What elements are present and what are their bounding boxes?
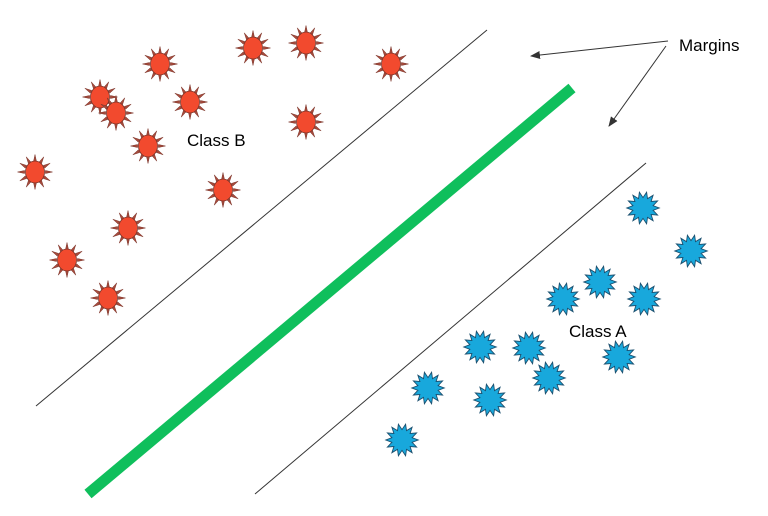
class-a-point: [472, 382, 508, 418]
lower-margin-line: [254, 162, 647, 495]
class-b-point: [110, 210, 146, 246]
class-a-label: Class A: [569, 322, 627, 341]
class-b-point: [288, 25, 324, 61]
class-b-point: [172, 84, 208, 120]
class-b-point: [235, 30, 271, 66]
class-a-point: [531, 360, 567, 396]
decision-hyperplane: [84, 83, 576, 499]
class-b-point: [130, 128, 166, 164]
class-b-point: [49, 242, 85, 278]
class-a-point: [673, 233, 709, 269]
margins-arrow-lower: [608, 45, 667, 127]
class-b-point: [373, 46, 409, 82]
class-b-point: [82, 79, 118, 115]
class-a-point: [626, 281, 662, 317]
class-b-point: [288, 104, 324, 140]
class-b-label: Class B: [187, 131, 246, 150]
class-b-point: [17, 154, 53, 190]
class-a-point: [384, 422, 420, 458]
class-b-point: [90, 280, 126, 316]
upper-margin-line: [35, 29, 488, 407]
class-a-points: [384, 190, 709, 458]
class-a-point: [582, 264, 618, 300]
class-a-point: [601, 339, 637, 375]
class-a-point: [625, 190, 661, 226]
class-b-point: [205, 172, 241, 208]
class-a-point: [410, 370, 446, 406]
class-a-point: [511, 330, 547, 366]
class-b-point: [98, 95, 134, 131]
margins-label: Margins: [679, 36, 739, 55]
class-a-point: [545, 281, 581, 317]
class-b-point: [142, 46, 178, 82]
class-a-point: [462, 329, 498, 365]
margins-arrow-upper: [530, 40, 669, 59]
class-b-points: [17, 25, 409, 316]
